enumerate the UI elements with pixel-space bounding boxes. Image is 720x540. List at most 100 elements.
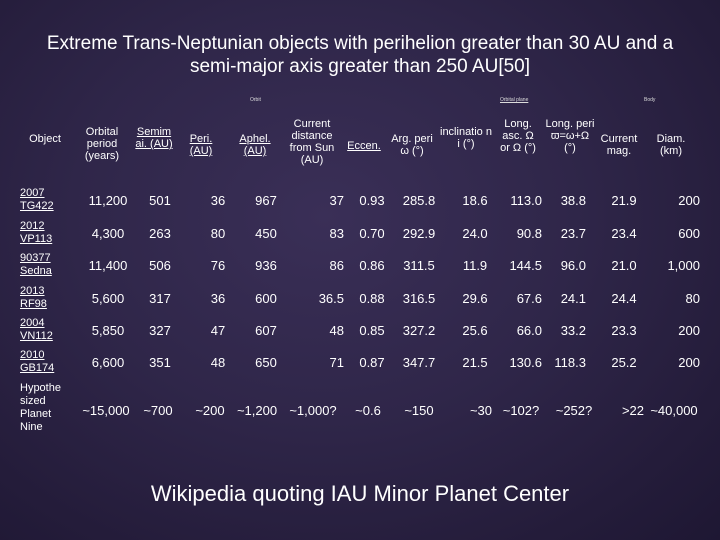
cell-diam: 200 xyxy=(678,323,700,338)
cell-argperi: 347.7 xyxy=(402,355,436,370)
cell-semimajor: ~700 xyxy=(143,403,173,418)
cell-argperi: 311.5 xyxy=(403,258,435,273)
body-group-label: Body xyxy=(644,97,656,103)
cell-aphel: 450 xyxy=(255,226,277,241)
cell-aphel: 600 xyxy=(255,291,277,306)
cell-diam: 1,000 xyxy=(667,258,700,273)
cell-mag: 24.4 xyxy=(611,291,637,306)
cell-inclination: 11.9 xyxy=(462,258,488,273)
cell-semimajor: 501 xyxy=(149,193,171,208)
cell-long-peri: 23.7 xyxy=(560,226,586,241)
cell-argperi: 292.9 xyxy=(402,226,436,241)
cell-distance: ~1,000? xyxy=(289,403,337,418)
header-semimajor: Semim ai. (AU) xyxy=(135,126,173,150)
cell-inclination: 29.6 xyxy=(462,291,488,306)
cell-mag: 23.4 xyxy=(611,226,637,241)
cell-mag: 21.0 xyxy=(611,258,637,273)
row-object-name: 2004 VN112 xyxy=(20,317,53,342)
header-eccen: Eccen. xyxy=(347,140,381,152)
cell-long-peri: 33.2 xyxy=(560,323,586,338)
cell-eccen: 0.87 xyxy=(359,355,385,370)
header-object: Object xyxy=(29,133,61,145)
cell-long-asc: 113.0 xyxy=(510,193,542,208)
cell-aphel: ~1,200 xyxy=(236,403,278,418)
slide-title: Extreme Trans-Neptunian objects with per… xyxy=(46,33,674,77)
cell-diam: ~40,000 xyxy=(650,403,698,418)
row-object-name: 2007 TG422 xyxy=(20,187,54,212)
cell-long-asc: 66.0 xyxy=(516,323,542,338)
header-long-asc: Long. asc. Ω or Ω (°) xyxy=(500,118,536,154)
cell-semimajor: 263 xyxy=(149,226,171,241)
cell-distance: 36.5 xyxy=(318,291,344,306)
cell-long-peri: 38.8 xyxy=(560,193,586,208)
cell-eccen: 0.93 xyxy=(359,193,385,208)
cell-long-asc: 90.8 xyxy=(516,226,542,241)
cell-period: 5,850 xyxy=(91,323,125,338)
cell-peri: 48 xyxy=(210,355,226,370)
cell-period: ~15,000 xyxy=(82,403,130,418)
cell-long-peri: 24.1 xyxy=(560,291,586,306)
cell-long-peri: ~252? xyxy=(555,403,593,418)
cell-period: 11,200 xyxy=(88,193,128,208)
cell-mag: 25.2 xyxy=(611,355,637,370)
cell-peri: ~200 xyxy=(195,403,225,418)
cell-long-asc: 144.5 xyxy=(509,258,542,273)
header-distance: Current distance from Sun (AU) xyxy=(289,118,335,166)
cell-argperi: 285.8 xyxy=(402,193,436,208)
cell-eccen: 0.86 xyxy=(359,258,385,273)
orbital-plane-group-label: Orbital plane xyxy=(500,97,529,103)
cell-inclination: 21.5 xyxy=(462,355,488,370)
cell-eccen: 0.88 xyxy=(359,291,385,306)
header-long-peri: Long. peri ϖ=ω+Ω (°) xyxy=(545,118,595,154)
row-object-name: 2012 VP113 xyxy=(20,220,53,245)
cell-distance: 71 xyxy=(329,355,344,370)
cell-inclination: 25.6 xyxy=(462,323,488,338)
header-mag: Current mag. xyxy=(600,133,638,157)
cell-mag: >22 xyxy=(621,403,644,418)
source-caption: Wikipedia quoting IAU Minor Planet Cente… xyxy=(150,481,570,506)
cell-mag: 23.3 xyxy=(611,323,637,338)
orbit-group-label: Orbit xyxy=(250,97,261,103)
cell-mag: 21.9 xyxy=(611,193,637,208)
header-argperi: Arg. peri ω (°) xyxy=(391,133,433,157)
cell-argperi: 316.5 xyxy=(402,291,436,306)
row-object-name: Hypothe sized Planet Nine xyxy=(20,382,61,433)
cell-semimajor: 317 xyxy=(149,291,171,306)
cell-long-peri: 96.0 xyxy=(560,258,586,273)
cell-aphel: 650 xyxy=(255,355,277,370)
header-aphel: Aphel. (AU) xyxy=(239,133,271,157)
cell-peri: 36 xyxy=(210,193,226,208)
cell-semimajor: 327 xyxy=(149,323,171,338)
row-object-name: 2010 GB174 xyxy=(20,349,55,374)
cell-peri: 76 xyxy=(210,258,226,273)
cell-aphel: 967 xyxy=(255,193,277,208)
header-peri: Peri. (AU) xyxy=(189,133,213,157)
cell-long-asc: 130.6 xyxy=(509,355,542,370)
cell-aphel: 607 xyxy=(255,323,277,338)
cell-inclination: 18.6 xyxy=(462,193,488,208)
cell-peri: 36 xyxy=(210,291,226,306)
cell-inclination: 24.0 xyxy=(462,226,488,241)
header-period: Orbital period (years) xyxy=(84,126,120,162)
cell-long-asc: ~102? xyxy=(502,403,540,418)
header-inclination: inclinatio n i (°) xyxy=(440,126,492,150)
cell-peri: 80 xyxy=(210,226,226,241)
row-object-name: 2013 RF98 xyxy=(20,285,47,310)
row-object-name: 90377 Sedna xyxy=(20,252,52,277)
cell-argperi: ~150 xyxy=(404,403,434,418)
cell-eccen: 0.85 xyxy=(359,323,385,338)
cell-period: 5,600 xyxy=(91,291,125,306)
cell-diam: 600 xyxy=(678,226,700,241)
cell-argperi: 327.2 xyxy=(402,323,436,338)
cell-diam: 200 xyxy=(678,193,700,208)
cell-distance: 37 xyxy=(329,193,344,208)
cell-diam: 80 xyxy=(685,291,700,306)
cell-inclination: ~30 xyxy=(469,403,492,418)
cell-period: 11,400 xyxy=(88,258,128,273)
cell-peri: 47 xyxy=(210,323,226,338)
header-diam: Diam. (km) xyxy=(656,133,686,157)
cell-semimajor: 506 xyxy=(149,258,171,273)
cell-distance: 86 xyxy=(329,258,344,273)
cell-aphel: 936 xyxy=(255,258,277,273)
cell-semimajor: 351 xyxy=(149,355,171,370)
